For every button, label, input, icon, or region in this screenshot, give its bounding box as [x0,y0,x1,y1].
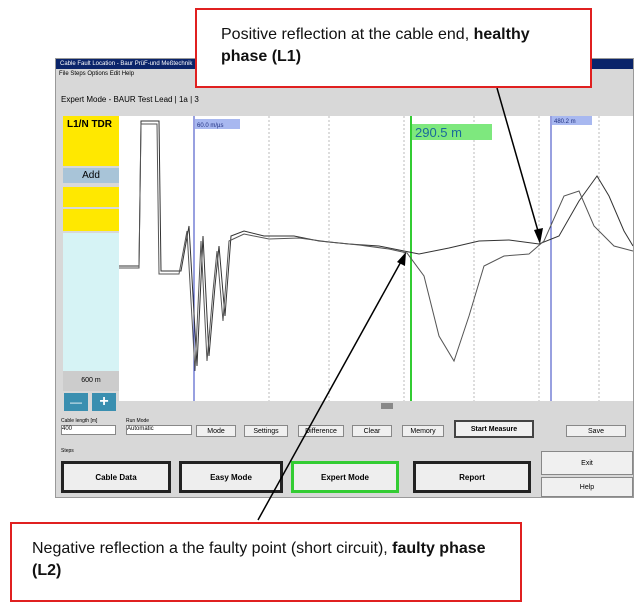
marker-label: 480.2 m [554,119,576,125]
cable-length-input[interactable]: 400 [61,425,116,435]
app-window: Cable Fault Location - Baur PrüF-und Meß… [55,58,634,498]
cursor-label-bg [412,124,492,140]
thumbnail[interactable] [63,209,119,231]
sidebar-fill [63,233,119,371]
clear-button[interactable]: Clear [352,425,392,437]
help-button[interactable]: Help [541,477,633,497]
trace-l1 [119,120,633,367]
marker-label-bg [195,119,240,129]
annotation-bold: healthy phase (L1) [221,26,530,65]
difference-button[interactable]: Difference [298,425,344,437]
memory-button[interactable]: Memory [402,425,444,437]
grid [268,116,600,401]
add-button[interactable]: Add [63,168,119,183]
annotation-text: Negative reflection a the faulty point (… [32,540,393,557]
cursor-label: 290.5 m [415,125,462,140]
tdr-plot: 60.0 m/µs 480.2 m 290.5 m [119,116,633,401]
zoom-in[interactable]: + [92,393,116,411]
report-step[interactable]: Report [413,461,531,493]
cable-length-label: Cable length [m] [61,418,98,424]
run-mode-label: Run Mode [126,418,150,424]
channel-tab[interactable]: L1/N TDR [63,116,119,166]
expert-mode-step[interactable]: Expert Mode [291,461,399,493]
mode-header: Expert Mode - BAUR Test Lead | 1a | 3 [61,95,199,104]
marker-label-bg [552,116,592,125]
menu-bar[interactable]: File Steps Options Edit Help [59,71,135,77]
steps-label: Steps [61,448,74,454]
save-button[interactable]: Save [566,425,626,437]
easy-mode-step[interactable]: Easy Mode [179,461,283,493]
mode-button[interactable]: Mode [196,425,236,437]
run-mode-select[interactable]: Automatic [126,425,192,435]
range-box: 600 m [63,371,119,391]
trace-l2 [119,123,633,372]
annotation: Positive reflection at the cable end, he… [195,8,592,88]
exit-button[interactable]: Exit [541,451,633,475]
start-measure-button[interactable]: Start Measure [454,420,534,438]
settings-button[interactable]: Settings [244,425,288,437]
thumbnail[interactable] [63,187,119,207]
cable-data-step[interactable]: Cable Data [61,461,171,493]
marker-label: 60.0 m/µs [197,123,223,129]
annotation-text: Positive reflection at the cable end, [221,26,474,43]
scroll-thumb[interactable] [381,403,393,409]
annotation-bold: faulty phase (L2) [32,540,486,579]
annotation: Negative reflection a the faulty point (… [10,522,522,602]
zoom-out[interactable]: — [64,393,88,411]
